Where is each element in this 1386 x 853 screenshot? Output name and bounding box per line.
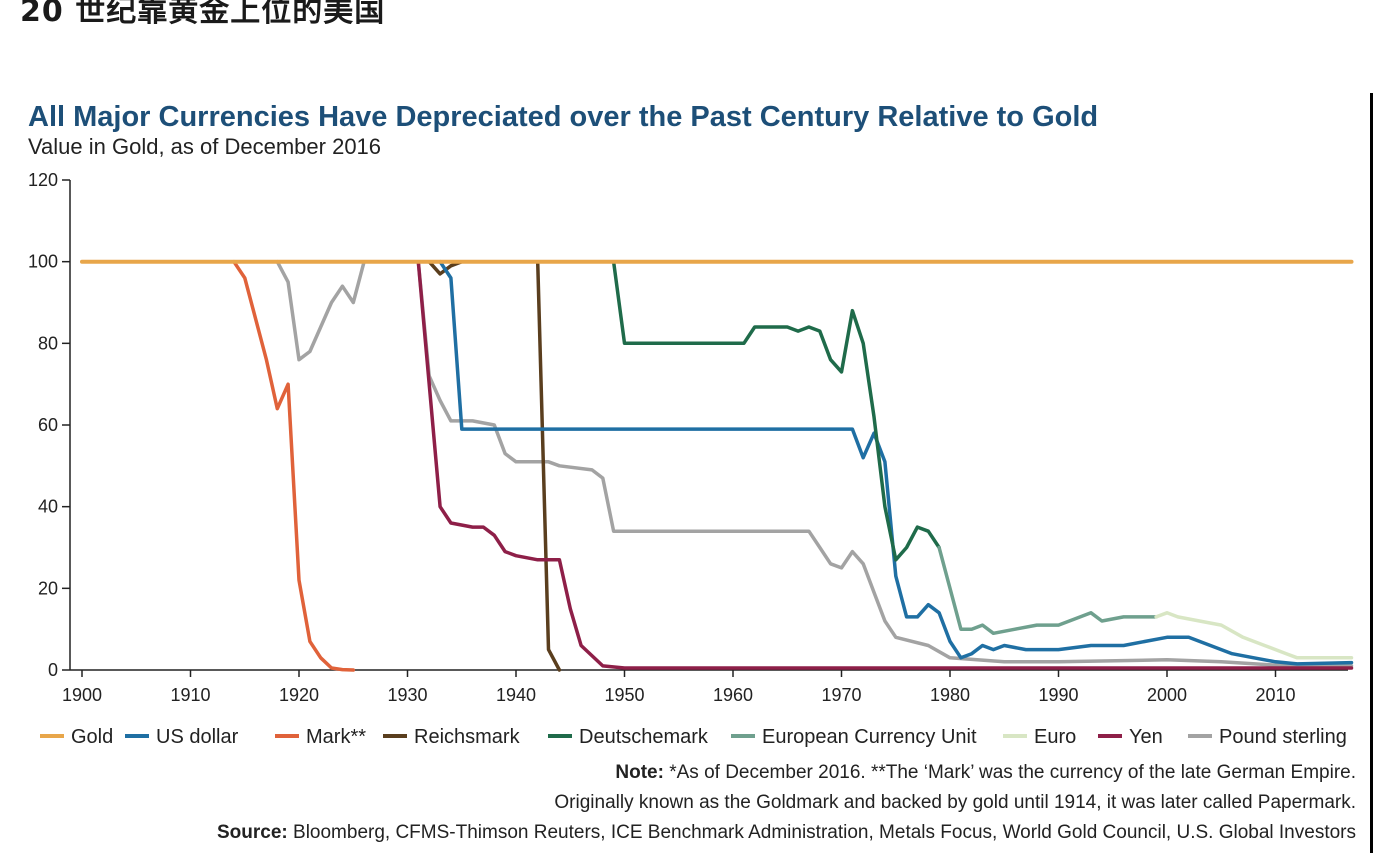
y-tick-label: 80 [38, 333, 58, 353]
legend-label: Deutschemark [579, 726, 709, 748]
panel-border [1370, 93, 1373, 853]
chart-subtitle: Value in Gold, as of December 2016 [28, 134, 382, 159]
series-line-us-dollar [438, 259, 1354, 666]
series-line-euro [1154, 611, 1354, 660]
legend-label: US dollar [156, 726, 239, 748]
series-line-european-currency-unit [937, 545, 1158, 636]
chart-panel [20, 93, 1370, 853]
series-line-deutschemark [611, 259, 941, 562]
x-tick-label: 1910 [170, 685, 210, 705]
x-tick-label: 1930 [387, 685, 427, 705]
x-tick-label: 1940 [496, 685, 536, 705]
y-tick-label: 20 [38, 578, 58, 598]
series-lines [80, 259, 1354, 672]
x-tick-label: 1970 [821, 685, 861, 705]
note-text-1: *As of December 2016. **The ‘Mark’ was t… [669, 762, 1356, 783]
y-tick-label: 120 [28, 170, 58, 190]
series-line-reichsmark [340, 259, 562, 672]
legend-label: Pound sterling [1219, 726, 1347, 748]
note-label: Note: [615, 762, 664, 783]
x-tick-label: 1960 [713, 685, 753, 705]
legend-label: Mark** [306, 726, 366, 748]
source-line: Source: Bloomberg, CFMS-Thimson Reuters,… [217, 822, 1356, 844]
y-tick-label: 100 [28, 252, 58, 272]
legend-label: Reichsmark [414, 726, 521, 748]
legend-label: European Currency Unit [762, 726, 977, 748]
axes: 0 20 40 60 80 100 120 1900 1910 1920 1930 1940 1950 1… [28, 170, 1348, 705]
source-label: Source: [216, 822, 288, 843]
legend-label: Yen [1129, 726, 1163, 748]
note-line-2: Originally known as the Goldmark and bac… [554, 792, 1356, 813]
x-tick-label: 1990 [1038, 685, 1078, 705]
y-tick-label: 60 [38, 415, 58, 435]
series-line-mark [232, 259, 356, 672]
legend-label: Euro [1034, 726, 1076, 748]
chart-title: All Major Currencies Have Depreciated ov… [28, 101, 1099, 133]
series-line-pound-sterling [275, 259, 1354, 668]
page-heading: 20 世纪靠黄金上位的美国 [20, 0, 386, 29]
legend-label: Gold [71, 726, 113, 748]
source-text: Bloomberg, CFMS-Thimson Reuters, ICE Ben… [293, 822, 1356, 843]
x-tick-label: 1980 [930, 685, 970, 705]
note-line-1: Note: *As of December 2016. **The ‘Mark’… [615, 762, 1356, 784]
x-tick-label: 1900 [62, 685, 102, 705]
series-line-yen [416, 259, 1354, 670]
x-tick-label: 2010 [1255, 685, 1295, 705]
x-tick-label: 2000 [1147, 685, 1187, 705]
y-tick-label: 40 [38, 497, 58, 517]
legend: Gold US dollar Mark** Reichsmark Deutschemar… [40, 726, 1347, 748]
y-tick-label: 0 [48, 660, 58, 680]
x-tick-label: 1950 [604, 685, 644, 705]
x-tick-label: 1920 [279, 685, 319, 705]
